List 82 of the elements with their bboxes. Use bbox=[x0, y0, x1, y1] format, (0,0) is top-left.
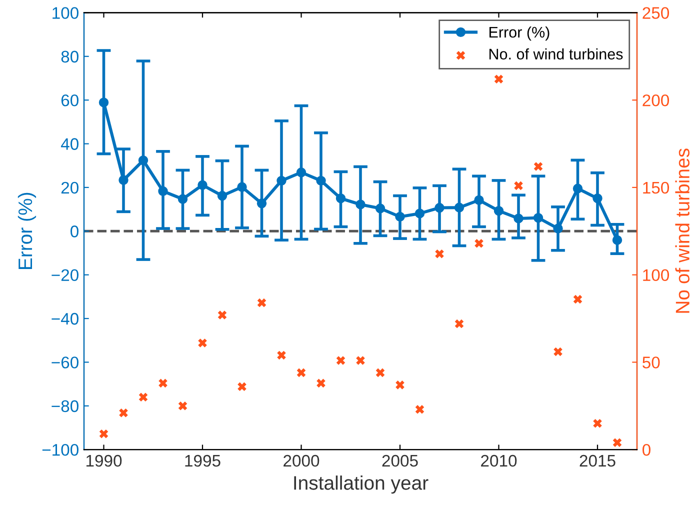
point bbox=[434, 202, 444, 213]
y-tick-label: 60 bbox=[61, 94, 78, 106]
y-tick-label: −40 bbox=[52, 312, 78, 325]
point bbox=[554, 347, 562, 356]
x-tick-label: 1995 bbox=[185, 454, 220, 467]
point bbox=[474, 195, 484, 205]
point bbox=[138, 156, 148, 166]
point bbox=[494, 206, 504, 216]
x-axis-title: Installation year bbox=[294, 476, 428, 494]
point bbox=[356, 200, 366, 210]
point bbox=[612, 438, 622, 447]
point bbox=[296, 168, 306, 178]
point bbox=[534, 162, 543, 171]
point bbox=[138, 392, 148, 402]
point bbox=[218, 310, 227, 320]
point bbox=[296, 368, 306, 378]
point bbox=[454, 319, 464, 328]
point bbox=[276, 176, 286, 186]
y-tick-label: 20 bbox=[61, 182, 78, 194]
point bbox=[257, 298, 266, 308]
y-axis-title: Error (%) bbox=[18, 192, 36, 269]
point bbox=[277, 350, 286, 360]
x-tick-label: 2000 bbox=[284, 454, 320, 467]
point bbox=[454, 202, 464, 212]
point bbox=[573, 294, 582, 304]
point bbox=[375, 204, 386, 214]
point bbox=[238, 382, 246, 392]
x-tick-label: 2005 bbox=[382, 454, 418, 467]
point bbox=[217, 190, 228, 201]
point bbox=[316, 378, 326, 388]
y-tick-label: −80 bbox=[52, 400, 78, 412]
point bbox=[494, 74, 504, 84]
point bbox=[98, 98, 109, 108]
y-tick-label: 80 bbox=[61, 50, 78, 63]
y-tick-label: 0 bbox=[70, 226, 78, 238]
point bbox=[572, 184, 583, 194]
point bbox=[514, 181, 523, 190]
legend-label: No. of wind turbines bbox=[489, 48, 623, 60]
y2-tick-label: 50 bbox=[642, 356, 660, 368]
point bbox=[158, 186, 168, 196]
point bbox=[376, 368, 385, 378]
y2-tick-label: 0 bbox=[642, 444, 650, 456]
point bbox=[178, 402, 188, 410]
point bbox=[356, 356, 365, 365]
y-tick-label: −60 bbox=[52, 356, 78, 368]
point bbox=[316, 176, 326, 186]
y2-tick-label: 200 bbox=[642, 94, 670, 106]
point bbox=[592, 194, 602, 204]
y2-axis-title: No of wind turbines bbox=[675, 148, 690, 313]
point bbox=[118, 175, 128, 185]
point bbox=[119, 408, 128, 418]
point bbox=[99, 429, 108, 438]
point bbox=[533, 212, 544, 223]
y-tick-label: 100 bbox=[52, 7, 78, 19]
point bbox=[336, 356, 346, 365]
legend-label: Error (%) bbox=[489, 26, 550, 41]
point bbox=[178, 194, 188, 204]
point bbox=[435, 249, 444, 258]
point bbox=[415, 404, 424, 414]
y2-tick-label: 250 bbox=[642, 7, 670, 19]
point bbox=[198, 338, 207, 348]
point bbox=[237, 182, 247, 192]
x-tick-label: 2010 bbox=[481, 454, 517, 467]
point bbox=[198, 180, 208, 190]
point bbox=[612, 235, 622, 245]
y2-tick-label: 150 bbox=[643, 182, 670, 194]
point bbox=[336, 194, 346, 204]
x-tick-label: 2015 bbox=[580, 454, 616, 467]
point bbox=[474, 238, 484, 248]
point bbox=[395, 212, 405, 222]
y-tick-label: 40 bbox=[60, 138, 78, 150]
point bbox=[414, 208, 425, 218]
x-tick-label: 1990 bbox=[86, 454, 122, 467]
y-tick-label: −100 bbox=[42, 444, 78, 456]
point bbox=[396, 380, 404, 390]
point bbox=[553, 224, 563, 234]
point bbox=[514, 214, 524, 224]
point bbox=[158, 378, 168, 388]
y2-tick-label: 100 bbox=[643, 269, 670, 282]
point bbox=[593, 418, 602, 428]
point bbox=[256, 198, 267, 208]
y-tick-label: −20 bbox=[52, 269, 78, 282]
